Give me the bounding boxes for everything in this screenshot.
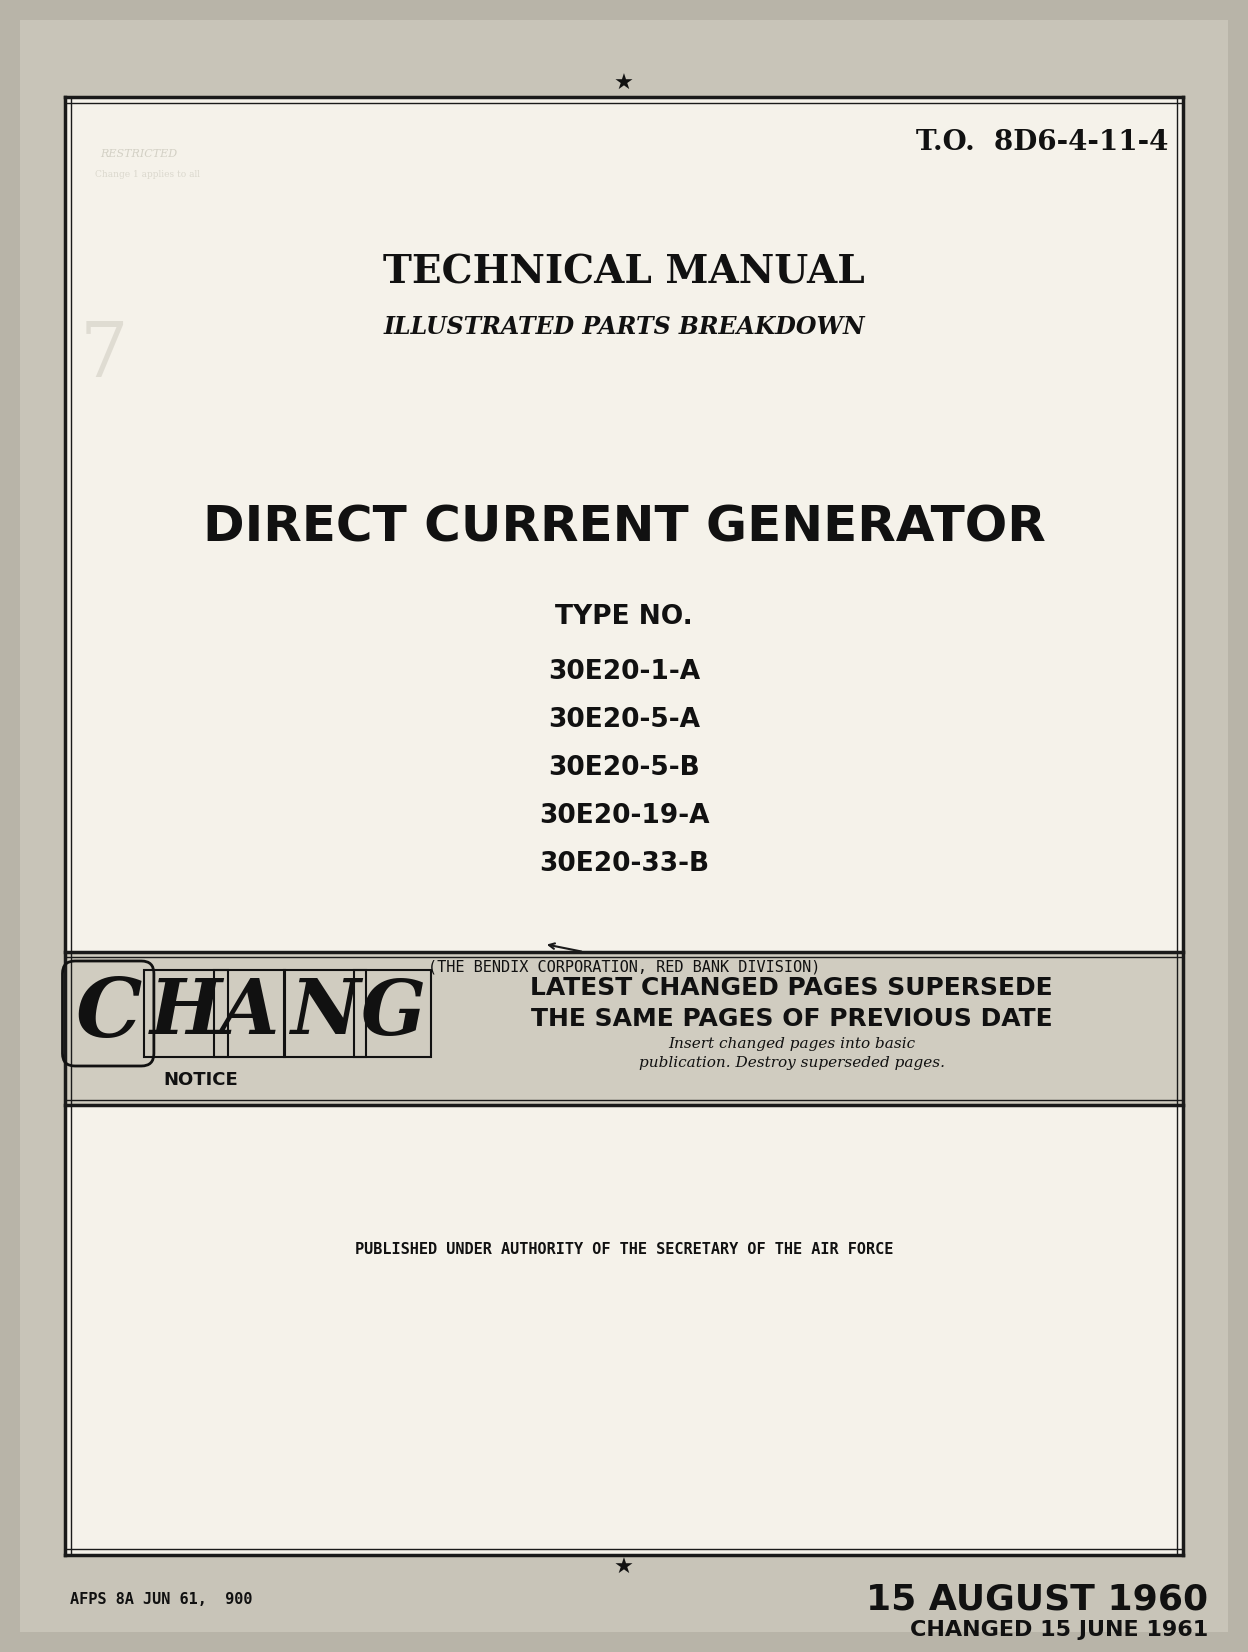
Text: H: H (150, 976, 222, 1051)
Text: DIRECT CURRENT GENERATOR: DIRECT CURRENT GENERATOR (202, 502, 1046, 552)
Text: ILLUSTRATED PARTS BREAKDOWN: ILLUSTRATED PARTS BREAKDOWN (383, 316, 865, 339)
Text: TYPE NO.: TYPE NO. (555, 605, 693, 629)
Text: 7: 7 (80, 319, 129, 393)
Text: PUBLISHED UNDER AUTHORITY OF THE SECRETARY OF THE AIR FORCE: PUBLISHED UNDER AUTHORITY OF THE SECRETA… (354, 1242, 894, 1257)
Text: TECHNICAL MANUAL: TECHNICAL MANUAL (383, 253, 865, 291)
Text: 30E20-5-A: 30E20-5-A (548, 707, 700, 733)
Text: 30E20-5-B: 30E20-5-B (548, 755, 700, 781)
Text: AFPS 8A JUN 61,  900: AFPS 8A JUN 61, 900 (70, 1593, 252, 1607)
Bar (65, 97, 1183, 1555)
Text: Change 1 applies to all: Change 1 applies to all (95, 170, 200, 178)
Text: G: G (359, 976, 426, 1051)
Text: 30E20-33-B: 30E20-33-B (539, 851, 709, 877)
Text: A: A (220, 976, 280, 1051)
Bar (1183, 97, 1213, 1555)
Text: T.O.  8D6-4-11-4: T.O. 8D6-4-11-4 (916, 129, 1168, 155)
Text: 15 AUGUST 1960: 15 AUGUST 1960 (866, 1583, 1208, 1617)
Text: Insert changed pages into basic
publication. Destroy superseded pages.: Insert changed pages into basic publicat… (639, 1037, 945, 1070)
Bar (65, 952, 1183, 1105)
Text: CHANGED 15 JUNE 1961: CHANGED 15 JUNE 1961 (910, 1621, 1208, 1640)
Text: ★: ★ (614, 1558, 634, 1578)
Text: (THE BENDIX CORPORATION, RED BANK DIVISION): (THE BENDIX CORPORATION, RED BANK DIVISI… (428, 960, 820, 975)
Text: 30E20-19-A: 30E20-19-A (539, 803, 709, 829)
Text: LATEST CHANGED PAGES SUPERSEDE
THE SAME PAGES OF PREVIOUS DATE: LATEST CHANGED PAGES SUPERSEDE THE SAME … (530, 976, 1053, 1031)
Text: ★: ★ (614, 74, 634, 94)
Text: 30E20-1-A: 30E20-1-A (548, 659, 700, 686)
Text: N: N (290, 976, 359, 1051)
Text: C: C (75, 973, 141, 1054)
Text: NOTICE: NOTICE (163, 1070, 238, 1089)
Text: RESTRICTED: RESTRICTED (100, 149, 177, 159)
